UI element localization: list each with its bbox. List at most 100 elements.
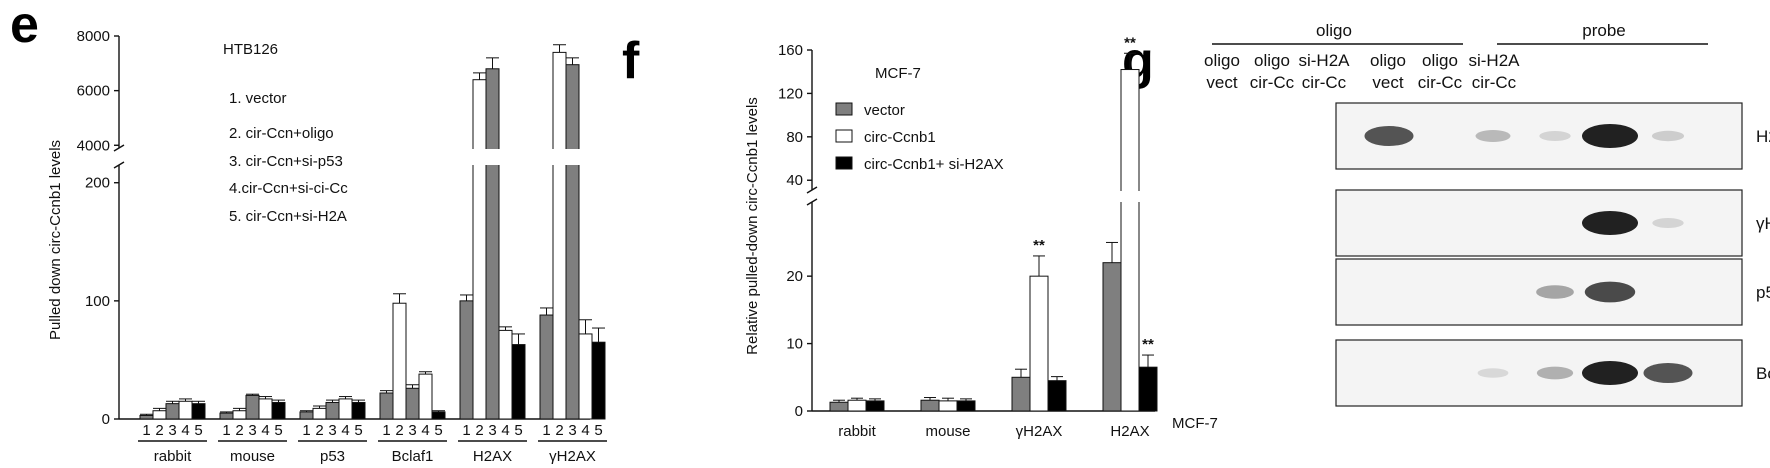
chart-e-ytick-label: 0	[102, 411, 110, 428]
western-blot: oligovectoligocir-Ccsi-H2Acir-Ccoligovec…	[1204, 43, 1770, 407]
blot-lane-label-bottom: vect	[1206, 73, 1237, 92]
chart-e-bar-label: 2	[475, 422, 483, 439]
chart-f-legend-label: vector	[864, 102, 905, 119]
chart-e-bar-label: 1	[542, 422, 550, 439]
chart-e-bar-label: 3	[408, 422, 416, 439]
chart-e-bar	[139, 414, 154, 420]
chart-e-bar	[472, 79, 487, 420]
blot-cell-line: MCF-7	[1172, 415, 1218, 432]
chart-f-ytick-label: 10	[786, 336, 803, 353]
blot-band	[1582, 361, 1638, 385]
chart-e-bar-label: 3	[488, 422, 496, 439]
chart-f: 0 10 20 40 80 120 160 vector circ-Ccnb1 circ-Ccnb…	[778, 34, 1158, 440]
chart-f-category-label: H2AX	[1110, 423, 1149, 440]
blot-row-label: p53	[1756, 283, 1770, 302]
chart-e-bar	[565, 64, 580, 420]
chart-e-category-label: Bclaf1	[392, 448, 434, 465]
chart-f-bar	[938, 400, 958, 412]
chart-e-bar-label: 2	[555, 422, 563, 439]
blot-lane-label-bottom: cir-Cc	[1250, 73, 1295, 92]
chart-e-bar	[232, 410, 247, 420]
chart-e-bar-label: 1	[462, 422, 470, 439]
chart-f-bar-break	[1120, 191, 1140, 202]
chart-e-bar	[191, 403, 206, 420]
chart-e-note-4: 4.cir-Ccn+si-ci-Cc	[229, 180, 348, 197]
chart-e-bar-label: 4	[341, 422, 349, 439]
chart-e-ytick-label: 4000	[77, 137, 110, 154]
chart-e-bar-label: 5	[354, 422, 362, 439]
chart-f-legend-swatch	[835, 102, 853, 116]
blot-band	[1582, 124, 1638, 148]
chart-f-ytick-label: 20	[786, 268, 803, 285]
chart-e-bar-label: 5	[594, 422, 602, 439]
blot-lane-label-top: oligo	[1422, 51, 1458, 70]
chart-e-bar	[219, 412, 234, 420]
chart-f-legend-swatch	[835, 156, 853, 170]
chart-e-bar-break	[552, 149, 567, 165]
chart-e-bar	[552, 51, 567, 420]
chart-e-bar-label: 3	[168, 422, 176, 439]
blot-lane-label-bottom: cir-Cc	[1418, 73, 1463, 92]
chart-f-category-label: γH2AX	[1016, 423, 1063, 440]
chart-f-significance-mark: **	[1033, 237, 1045, 254]
chart-e-bar-label: 4	[581, 422, 589, 439]
blot-row-label: γH2AX	[1756, 214, 1770, 233]
blot-lane-label-bottom: cir-Cc	[1472, 73, 1517, 92]
chart-e-bar	[431, 411, 446, 420]
chart-e-bar	[405, 387, 420, 420]
chart-e-bar-label: 5	[514, 422, 522, 439]
chart-f-bar	[1047, 380, 1067, 412]
chart-e-bar-label: 1	[142, 422, 150, 439]
chart-e-title: HTB126	[223, 41, 278, 58]
chart-e-bar	[338, 398, 353, 420]
blot-band	[1652, 218, 1684, 228]
chart-e-ytick-label: 200	[85, 175, 110, 192]
blot-band	[1364, 126, 1414, 146]
chart-f-ytick-label: 80	[786, 129, 803, 146]
chart-f-bar	[1011, 376, 1031, 412]
blot-band	[1539, 131, 1571, 141]
chart-e-category-label: H2AX	[473, 448, 512, 465]
blot-band	[1651, 130, 1685, 142]
chart-e-ytick-label: 100	[85, 293, 110, 310]
chart-e-bar-label: 3	[248, 422, 256, 439]
chart-f-break-mark	[806, 198, 818, 206]
chart-e-note-5: 5. cir-Ccn+si-H2A	[229, 208, 347, 225]
chart-e-bar-label: 2	[315, 422, 323, 439]
blot-row-label: H2AX	[1756, 127, 1770, 146]
chart-e-category-label: mouse	[230, 448, 275, 465]
blot-band	[1584, 281, 1636, 303]
chart-e-bar	[178, 400, 193, 420]
chart-e-bar-label: 1	[302, 422, 310, 439]
chart-e-break-mark	[113, 144, 125, 152]
chart-e-bar-label: 1	[222, 422, 230, 439]
panel-label-e: e	[10, 0, 39, 54]
chart-e-bar-label: 3	[568, 422, 576, 439]
blot-band	[1475, 130, 1511, 142]
chart-e-bar	[312, 407, 327, 420]
blot-lane-label-top: si-H2A	[1468, 51, 1520, 70]
chart-f-ytick-label: 160	[778, 42, 803, 59]
chart-e-bar-label: 2	[155, 422, 163, 439]
chart-e-bar-label: 4	[501, 422, 509, 439]
chart-f-legend-swatch	[835, 129, 853, 143]
chart-e-bar	[578, 333, 593, 420]
chart-e-bar-label: 5	[434, 422, 442, 439]
chart-f-category-label: rabbit	[838, 423, 876, 440]
chart-f-bar	[829, 401, 849, 412]
chart-e-bar	[325, 401, 340, 420]
blot-lane-label-top: oligo	[1370, 51, 1406, 70]
chart-e-category-label: rabbit	[154, 448, 192, 465]
blot-lane-label-bottom: vect	[1372, 73, 1403, 92]
chart-e-bar-label: 5	[194, 422, 202, 439]
chart-f-category-label: mouse	[925, 423, 970, 440]
chart-f-ytick-label: 40	[786, 172, 803, 189]
chart-f-bar	[1102, 262, 1122, 412]
chart-e-bar-label: 4	[181, 422, 189, 439]
chart-e-bar	[485, 68, 500, 420]
chart-e-category-label: p53	[320, 448, 345, 465]
chart-f-bar	[847, 399, 867, 412]
chart-f-bar	[920, 399, 940, 412]
chart-e-bar	[271, 401, 286, 420]
